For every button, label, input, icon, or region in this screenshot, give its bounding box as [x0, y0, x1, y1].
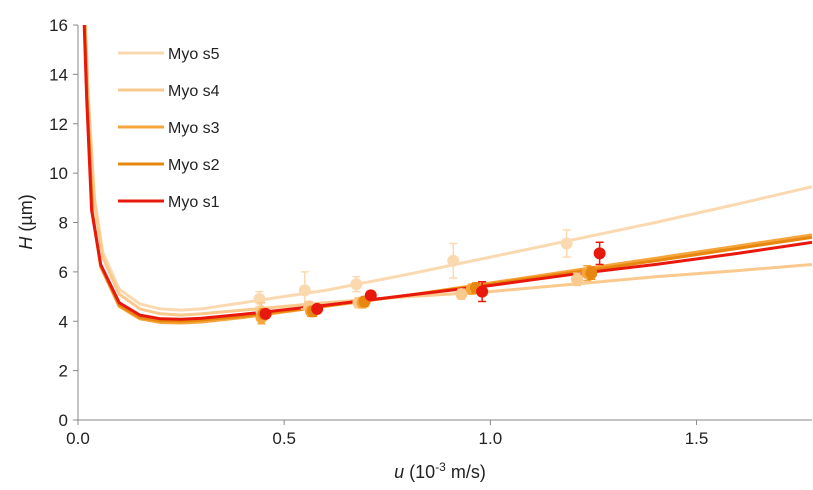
y-axis-title: H (µm)	[16, 194, 36, 249]
y-tick-label: 2	[59, 362, 68, 381]
y-axis-suffix: (µm)	[16, 194, 36, 236]
legend-item-myo-s1: Myo s1	[118, 194, 220, 211]
y-tick-label: 14	[49, 65, 68, 84]
legend-label: Myo s5	[168, 46, 220, 63]
data-point-myo-s1-1	[259, 307, 272, 320]
y-tick-label: 12	[49, 115, 68, 134]
data-point-myo-s1-5	[593, 241, 606, 266]
legend-item-myo-s2: Myo s2	[118, 157, 220, 174]
y-tick-label: 0	[59, 411, 68, 430]
x-axis-title: u (10-3 m/s)	[394, 460, 486, 482]
legend-label: Myo s3	[168, 120, 220, 137]
marker	[364, 289, 377, 302]
marker	[560, 237, 573, 250]
data-point-myo-s1-2	[311, 302, 324, 315]
data-point-myo-s5-5	[560, 229, 573, 258]
x-axis-suffix: m/s)	[446, 462, 486, 482]
y-tick-label: 8	[59, 214, 68, 233]
x-tick-label: 1.5	[685, 429, 709, 448]
marker	[593, 247, 606, 260]
data-point-myo-s5-1	[253, 290, 266, 308]
fit-line-myo-s3	[83, 25, 812, 325]
y-tick-label: 4	[59, 312, 68, 331]
marker	[447, 254, 460, 267]
data-point-myo-s1-4	[476, 281, 489, 303]
data-point-myo-s5-4	[447, 242, 460, 279]
data-point-myo-s4-5	[570, 272, 583, 287]
marker	[455, 288, 468, 301]
x-axis-variable: u	[394, 462, 404, 482]
fit-curves	[82, 25, 812, 325]
marker	[585, 267, 598, 280]
fit-line-myo-s4	[83, 25, 812, 317]
marker	[350, 278, 363, 291]
legend-label: Myo s1	[168, 194, 220, 211]
tick-labels: 0 2 4 6 8 10 12 14 16 0.0 0.5 1.0 1.5	[49, 16, 708, 448]
data-point-myo-s2-5	[585, 266, 598, 281]
marker	[476, 285, 489, 298]
x-tick-label: 1.0	[479, 429, 503, 448]
y-tick-label: 10	[49, 164, 68, 183]
x-axis-superscript: -3	[435, 460, 446, 474]
x-tick-label: 0.0	[66, 429, 90, 448]
marker	[570, 273, 583, 286]
data-point-myo-s1-3	[364, 289, 377, 302]
x-axis-prefix: (10	[404, 462, 435, 482]
fit-line-myo-s1	[82, 25, 812, 321]
y-axis-variable: H	[16, 236, 36, 250]
legend-item-myo-s3: Myo s3	[118, 120, 220, 137]
marker	[298, 284, 311, 297]
legend-label: Myo s4	[168, 83, 220, 100]
y-tick-label: 6	[59, 263, 68, 282]
y-tick-label: 16	[49, 16, 68, 35]
legend: Myo s5 Myo s4 Myo s3 Myo s2 Myo s1	[118, 46, 220, 211]
legend-item-myo-s4: Myo s4	[118, 83, 220, 100]
legend-item-myo-s5: Myo s5	[118, 46, 220, 63]
marker	[259, 307, 272, 320]
marker	[311, 302, 324, 315]
x-tick-label: 0.5	[272, 429, 296, 448]
axes	[73, 24, 812, 425]
data-point-myo-s4-4	[455, 288, 468, 301]
data-point-myo-s5-3	[350, 276, 363, 293]
legend-label: Myo s2	[168, 157, 220, 174]
data-markers	[253, 229, 606, 325]
